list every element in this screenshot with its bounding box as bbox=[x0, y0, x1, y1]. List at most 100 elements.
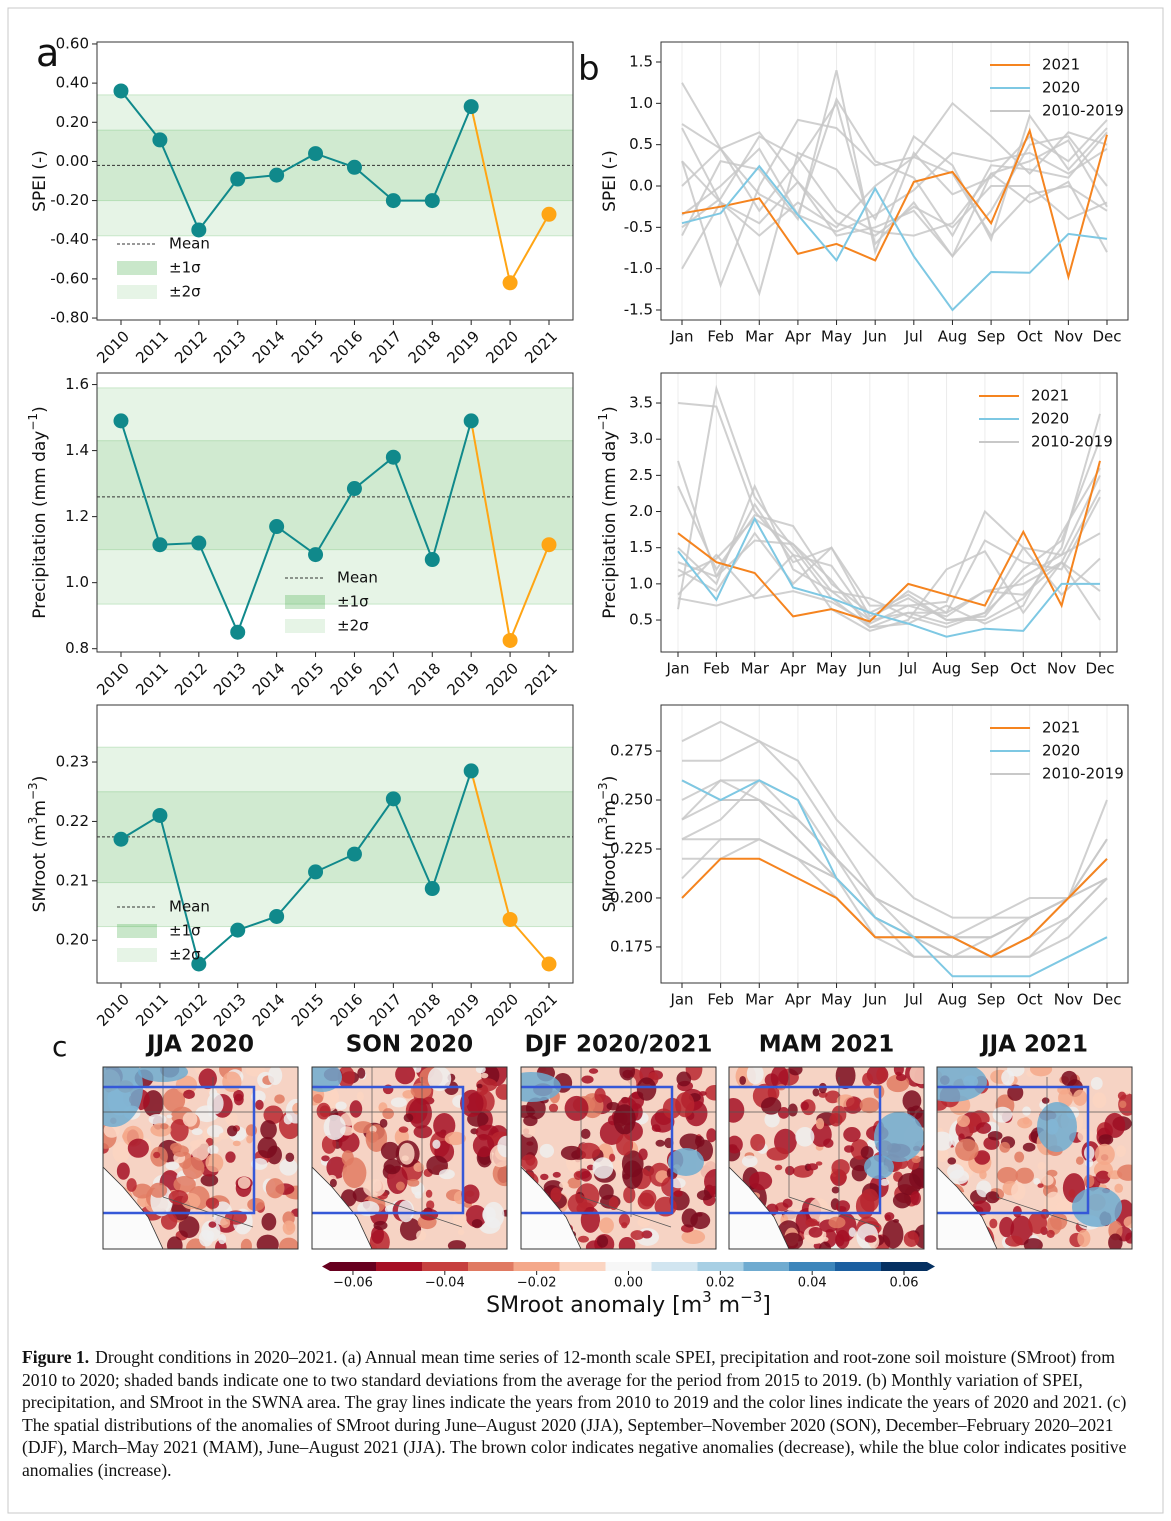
ocean bbox=[729, 1166, 790, 1249]
map-blob bbox=[937, 1147, 949, 1162]
map-blob bbox=[848, 1227, 856, 1238]
map-blob bbox=[975, 1122, 992, 1134]
point bbox=[230, 922, 246, 938]
y-tick-label: -1.5 bbox=[624, 300, 653, 318]
x-tick-label: Mar bbox=[741, 660, 770, 678]
series-line bbox=[470, 770, 512, 920]
map-blob bbox=[398, 1126, 409, 1133]
x-tick-label: 2012 bbox=[171, 327, 211, 367]
x-tick-label: Feb bbox=[707, 328, 734, 346]
x-tick-label: Jun bbox=[857, 660, 881, 678]
map-blob bbox=[218, 1234, 227, 1245]
y-tick-label: 0.275 bbox=[610, 742, 653, 760]
map-frame bbox=[936, 1066, 1133, 1250]
y-axis-label: SPEI (-) bbox=[30, 150, 50, 212]
map-blob bbox=[655, 1139, 665, 1147]
map-blob bbox=[676, 1071, 692, 1087]
point bbox=[541, 956, 557, 972]
x-tick-label: Jun bbox=[862, 328, 886, 346]
map-blob bbox=[207, 1092, 224, 1115]
map-blob bbox=[937, 1098, 948, 1111]
map-blob bbox=[974, 1150, 991, 1165]
x-tick-label: Jul bbox=[904, 991, 923, 1009]
point bbox=[424, 193, 440, 209]
legend-label: 2010-2019 bbox=[1042, 102, 1124, 120]
map-blob bbox=[182, 1111, 198, 1127]
map-blob bbox=[1023, 1238, 1043, 1249]
map-blob bbox=[770, 1067, 789, 1090]
map-blob bbox=[395, 1181, 405, 1191]
borders bbox=[103, 1067, 298, 1228]
point bbox=[502, 275, 518, 291]
colorbar-tick-label: 0.06 bbox=[890, 1276, 919, 1291]
map-blob bbox=[1117, 1091, 1127, 1100]
map-blob bbox=[403, 1113, 414, 1123]
x-tick-label: 2013 bbox=[210, 990, 250, 1030]
x-tick-label: 2019 bbox=[443, 990, 483, 1030]
map-blob bbox=[247, 1197, 265, 1212]
superscript: −1 bbox=[26, 413, 40, 431]
map-blob bbox=[618, 1213, 631, 1227]
x-tick-label: May bbox=[821, 991, 852, 1009]
x-tick-label: Sep bbox=[977, 328, 1005, 346]
map-blob bbox=[480, 1072, 489, 1079]
x-tick-label: 2010 bbox=[93, 990, 133, 1030]
map-blob bbox=[399, 1218, 422, 1241]
map-blob bbox=[815, 1161, 823, 1166]
y-tick-label: 0.0 bbox=[629, 177, 653, 195]
map-blob bbox=[148, 1113, 167, 1125]
map-blob bbox=[366, 1131, 379, 1143]
x-tick-label: 2011 bbox=[132, 659, 172, 699]
map-blob bbox=[1037, 1183, 1044, 1188]
map-blob bbox=[168, 1190, 189, 1205]
map-blob bbox=[540, 1173, 549, 1181]
map-blob bbox=[149, 1182, 168, 1198]
map-blob bbox=[1117, 1164, 1132, 1181]
map-blob bbox=[363, 1179, 386, 1197]
point bbox=[463, 99, 479, 115]
map-blob bbox=[955, 1138, 979, 1161]
x-tick-label: Dec bbox=[1092, 328, 1121, 346]
map-blob bbox=[750, 1133, 766, 1152]
region-box bbox=[521, 1085, 674, 1215]
y-tick-label: -0.20 bbox=[50, 191, 89, 209]
region-box bbox=[312, 1085, 465, 1215]
map-blob bbox=[622, 1160, 643, 1190]
superscript: −1 bbox=[596, 413, 610, 431]
colorbar-tick-label: −0.02 bbox=[517, 1276, 557, 1291]
map-blob bbox=[338, 1131, 360, 1153]
map-blob bbox=[261, 1213, 277, 1231]
map-title: JJA 2021 bbox=[979, 1032, 1088, 1058]
x-tick-label: 2020 bbox=[482, 327, 522, 367]
x-tick-label: 2011 bbox=[132, 327, 172, 367]
map-blob bbox=[1033, 1177, 1041, 1185]
label-part: Precipitation (mm day bbox=[600, 431, 620, 619]
ocean bbox=[937, 1166, 998, 1249]
point bbox=[541, 206, 557, 222]
map-blob bbox=[641, 1230, 653, 1239]
x-tick-label: 2021 bbox=[521, 990, 561, 1030]
map-blob bbox=[860, 1188, 880, 1213]
map-blob bbox=[608, 1196, 619, 1211]
y-tick-label: 0.00 bbox=[56, 152, 89, 170]
map-blob bbox=[729, 1135, 743, 1154]
series-line bbox=[681, 164, 1108, 312]
map-blob bbox=[471, 1218, 483, 1229]
map-blob bbox=[408, 1098, 432, 1129]
map-blob bbox=[127, 1138, 149, 1158]
map-blob bbox=[552, 1171, 561, 1178]
label-part: SMroot (m bbox=[30, 824, 50, 912]
map-blob bbox=[699, 1091, 707, 1096]
x-tick-label: Nov bbox=[1054, 991, 1083, 1009]
map-blob bbox=[413, 1162, 425, 1173]
point bbox=[463, 763, 479, 779]
map-blob bbox=[937, 1131, 953, 1151]
legend-swatch bbox=[117, 924, 157, 938]
x-tick-label: Aug bbox=[938, 991, 967, 1009]
point bbox=[463, 413, 479, 429]
map-blob bbox=[910, 1191, 921, 1206]
y-tick-label: 3.0 bbox=[629, 430, 653, 448]
map-blob bbox=[1011, 1182, 1026, 1201]
map-blob bbox=[1015, 1167, 1035, 1184]
